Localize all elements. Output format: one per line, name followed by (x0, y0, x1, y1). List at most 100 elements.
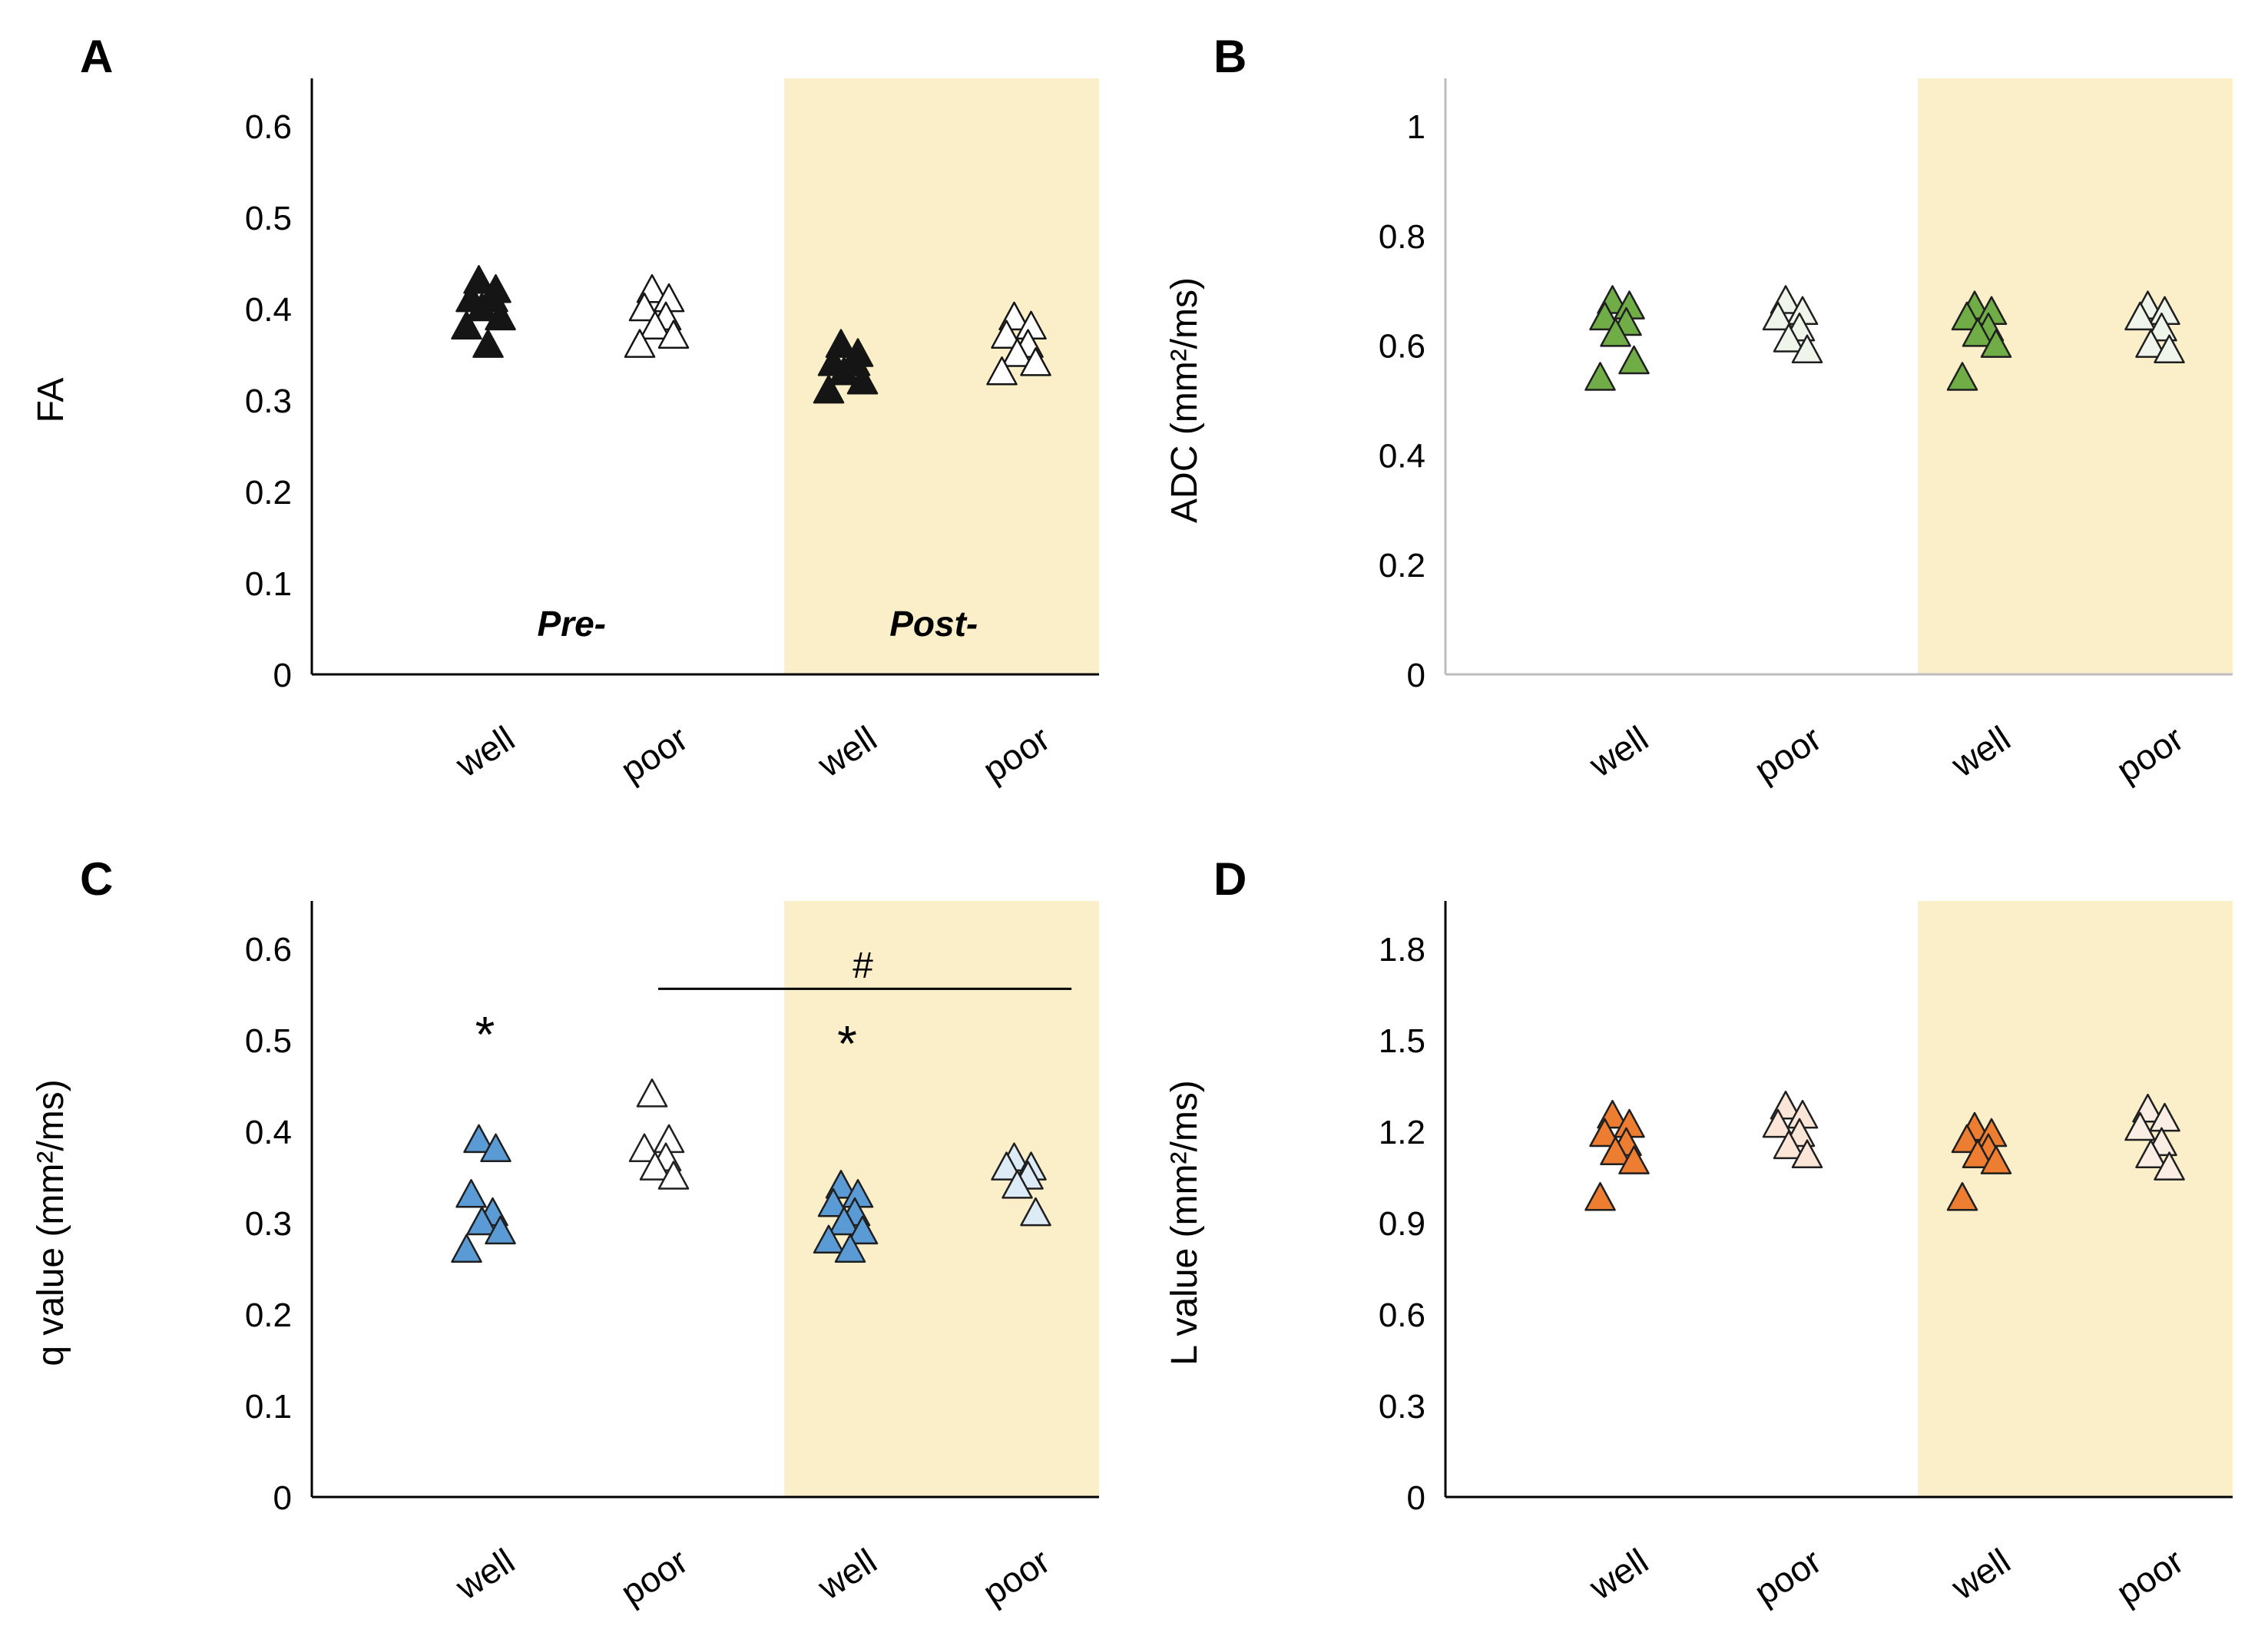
data-point-pre-well (1589, 1118, 1621, 1148)
y-axis-title: q value (mm²/ms) (31, 1079, 71, 1366)
y-tick-label: 1.2 (1379, 1114, 1425, 1151)
data-point-post-poor (2135, 329, 2167, 358)
panel-a: A 0 0.1 0.2 0.3 0.4 0.5 0.6 FA well poor well poor P… (0, 0, 1134, 823)
y-tick-label: 0.5 (245, 1022, 292, 1060)
data-point-post-well (828, 1206, 860, 1236)
data-point-pre-well (466, 1206, 498, 1236)
data-point-pre-well (1584, 1182, 1616, 1211)
data-point-post-poor (2149, 1102, 2180, 1132)
y-axis-title: L value (mm²/ms) (1164, 1080, 1205, 1366)
data-point-post-well (1962, 318, 1994, 347)
annotation-text: * (475, 1005, 495, 1062)
panel-c-chart: 0 0.1 0.2 0.3 0.4 0.5 0.6 q value (mm²/ms) well p… (31, 901, 1099, 1613)
y-tick-label: 0.6 (245, 931, 292, 969)
data-point-pre-well (1618, 345, 1650, 375)
x-category-label: poor (1747, 718, 1829, 790)
data-point-pre-poor (639, 1151, 671, 1181)
data-point-post-well (813, 1224, 845, 1254)
data-point-pre-well (480, 1133, 512, 1163)
data-point-post-poor (2135, 1139, 2167, 1168)
data-point-pre-poor (1773, 1130, 1805, 1160)
x-category-label: poor (614, 1541, 695, 1613)
data-point-pre-poor (628, 292, 661, 322)
y-tick-label: 0.2 (1379, 547, 1425, 585)
x-category-label: poor (975, 718, 1057, 790)
y-tick-label: 0.1 (245, 1388, 292, 1426)
data-point-pre-well (451, 310, 482, 340)
y-tick-label: 0.6 (1379, 328, 1425, 366)
data-point-post-poor (2154, 334, 2185, 363)
data-point-post-poor (2124, 1111, 2156, 1141)
data-point-post-well (813, 374, 845, 404)
data-point-pre-well (485, 1215, 516, 1245)
data-point-post-well (1946, 362, 1978, 391)
data-point-pre-well (485, 301, 516, 331)
x-category-label: poor (975, 1541, 1057, 1613)
y-tick-label: 0.3 (245, 1205, 292, 1243)
data-point-pre-poor (657, 320, 690, 349)
data-point-pre-well (1584, 362, 1616, 391)
data-point-post-poor (2146, 312, 2177, 342)
data-point-pre-poor (636, 1078, 668, 1108)
y-tick-label: 0.2 (245, 474, 292, 512)
x-category-label: well (1944, 718, 2018, 785)
x-category-label: well (448, 718, 521, 785)
data-point-post-well (846, 1215, 879, 1245)
post-highlight-region (784, 78, 1099, 674)
data-point-pre-poor (1791, 1139, 1823, 1168)
data-point-post-well (846, 365, 879, 395)
x-category-label: poor (2109, 718, 2190, 790)
data-point-post-well (1980, 1145, 2012, 1174)
annotation-text: # (853, 946, 873, 986)
data-point-post-poor (991, 320, 1022, 349)
data-point-post-poor (1002, 338, 1033, 367)
y-tick-label: 0.2 (245, 1297, 292, 1334)
data-point-post-well (828, 356, 860, 386)
data-point-post-poor (2154, 1151, 2185, 1181)
panel-d-chart: 0 0.3 0.6 0.9 1.2 1.5 1.8 L value (mm²/ms) well p… (1164, 901, 2233, 1613)
panel-d-letter: D (1213, 853, 1247, 905)
x-category-label: well (810, 718, 884, 785)
y-tick-label: 0.4 (245, 291, 292, 329)
data-point-post-well (1946, 1182, 1978, 1211)
data-point-pre-well (463, 1124, 495, 1154)
data-point-post-poor (1020, 1197, 1051, 1227)
annotation-text: * (837, 1015, 857, 1071)
annotation-text: Pre- (538, 604, 606, 644)
panel-b-letter: B (1213, 31, 1247, 82)
x-category-label: well (1581, 1541, 1655, 1608)
panel-a-chart: 0 0.1 0.2 0.3 0.4 0.5 0.6 FA well poor well poor Pre… (31, 78, 1099, 790)
data-point-pre-well (1589, 301, 1621, 331)
data-point-pre-poor (1762, 1108, 1794, 1138)
y-tick-label: 0.4 (245, 1114, 292, 1151)
data-point-pre-poor (657, 1161, 690, 1190)
panel-d: D 0 0.3 0.6 0.9 1.2 1.5 1.8 L value (mm²/ms) wel… (1134, 823, 2268, 1646)
data-point-pre-well (466, 292, 498, 322)
data-point-pre-poor (624, 329, 656, 358)
data-point-post-poor (991, 1151, 1022, 1181)
data-point-pre-well (451, 1234, 482, 1263)
panel-c: C 0 0.1 0.2 0.3 0.4 0.5 0.6 q value (mm²/ms) wel… (0, 823, 1134, 1646)
data-point-pre-poor (639, 310, 671, 340)
data-point-pre-well (1600, 1136, 1631, 1166)
data-point-post-well (1962, 1139, 1994, 1168)
panel-c-letter: C (80, 853, 114, 905)
data-point-post-poor (986, 356, 1018, 386)
y-tick-label: 0.1 (245, 565, 292, 603)
data-point-post-poor (2124, 301, 2156, 331)
data-point-post-well (817, 1187, 849, 1217)
x-category-label: poor (2109, 1541, 2190, 1613)
x-category-label: poor (614, 718, 695, 790)
data-point-post-well (1980, 329, 2012, 358)
panel-a-letter: A (80, 31, 114, 82)
data-point-pre-well (1600, 318, 1631, 347)
data-point-pre-poor (1791, 334, 1823, 363)
panel-b: B 0 0.2 0.4 0.6 0.8 1 ADC (mm²/ms) well poor well… (1134, 0, 2268, 823)
y-tick-label: 0.6 (1379, 1297, 1425, 1334)
annotation-text: Post- (889, 604, 978, 644)
x-category-label: well (1944, 1541, 2018, 1608)
y-tick-label: 0 (1407, 1479, 1425, 1517)
y-tick-label: 0 (1407, 657, 1425, 694)
y-tick-label: 1.8 (1379, 931, 1425, 969)
